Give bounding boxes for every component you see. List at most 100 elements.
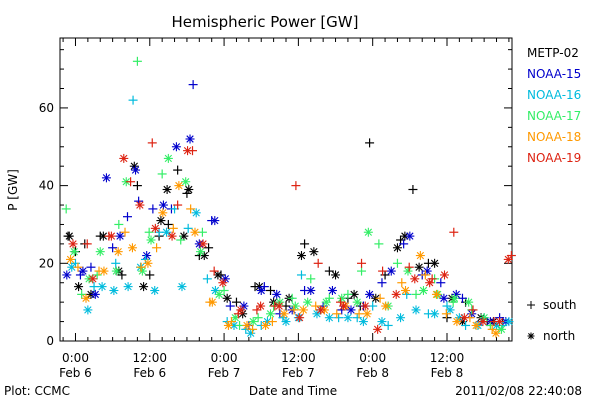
noaa-19-north-point bbox=[459, 313, 469, 323]
noaa-17-north-point bbox=[464, 297, 474, 307]
noaa-15-south-point bbox=[122, 212, 132, 222]
noaa-17-south-point bbox=[411, 289, 421, 299]
noaa-15-north-point bbox=[346, 305, 356, 315]
noaa-15-south-point bbox=[337, 305, 347, 315]
metp-02-north-point bbox=[414, 262, 424, 272]
noaa-19-south-point bbox=[209, 266, 219, 276]
metp-02-north-point bbox=[213, 270, 223, 280]
noaa-18-south-point bbox=[397, 278, 407, 288]
metp-02-north-point bbox=[139, 282, 149, 292]
noaa-19-south-point bbox=[378, 266, 388, 276]
noaa-18-north-point bbox=[190, 227, 200, 237]
noaa-18-north-point bbox=[415, 251, 425, 261]
noaa-18-north-point bbox=[143, 258, 153, 268]
noaa-15-north-point bbox=[115, 231, 125, 241]
noaa-15-south-point bbox=[108, 243, 118, 253]
noaa-18-south-point bbox=[375, 293, 385, 303]
noaa-15-north-point bbox=[405, 231, 415, 241]
legend: METP-02 NOAA-15 NOAA-16 NOAA-17 NOAA-18 NOAA-… bbox=[527, 46, 581, 165]
noaa-16-north-point bbox=[177, 282, 187, 292]
noaa-15-south-point bbox=[148, 204, 158, 214]
x-tick-time: 0:00 bbox=[359, 351, 386, 365]
y-tick-label: 60 bbox=[39, 101, 54, 115]
noaa-18-south-point bbox=[332, 309, 342, 319]
noaa-17-north-point bbox=[496, 324, 506, 334]
noaa-15-north-point bbox=[272, 289, 282, 299]
noaa-19-north-point bbox=[295, 313, 305, 323]
noaa-16-north-point bbox=[396, 313, 406, 323]
noaa-19-north-point bbox=[478, 317, 488, 327]
noaa-18-north-point bbox=[66, 254, 76, 264]
noaa-16-north-point bbox=[83, 305, 93, 315]
noaa-15-north-point bbox=[451, 289, 461, 299]
noaa-15-north-point bbox=[158, 200, 168, 210]
legend-noaa-17: NOAA-17 bbox=[527, 109, 581, 123]
noaa-16-north-point bbox=[246, 328, 256, 338]
legend-noaa-18: NOAA-18 bbox=[527, 130, 581, 144]
noaa-16-north-point bbox=[109, 286, 119, 295]
noaa-18-south-point bbox=[186, 204, 196, 214]
noaa-18-north-point bbox=[298, 305, 308, 315]
metp-02-north-point bbox=[179, 231, 189, 241]
data-points bbox=[61, 56, 516, 338]
x-tick-time: 0:00 bbox=[62, 351, 89, 365]
noaa-17-north-point bbox=[181, 177, 191, 187]
metp-02-north-point bbox=[349, 289, 359, 299]
metp-02-south-point bbox=[380, 270, 390, 280]
noaa-17-south-point bbox=[253, 313, 263, 323]
noaa-16-north-point bbox=[504, 317, 514, 327]
noaa-15-south-point bbox=[377, 278, 387, 288]
y-tick-label: 20 bbox=[39, 256, 54, 270]
noaa-18-south-point bbox=[73, 262, 83, 272]
noaa-15-north-point bbox=[62, 270, 72, 280]
noaa-15-north-point bbox=[386, 266, 396, 276]
noaa-17-north-point bbox=[449, 293, 459, 303]
noaa-15-north-point bbox=[101, 173, 111, 183]
metp-02-north-point bbox=[64, 231, 74, 241]
noaa-18-south-point bbox=[487, 324, 497, 334]
noaa-15-north-point bbox=[78, 266, 88, 276]
noaa-17-north-point bbox=[363, 227, 373, 237]
noaa-15-north-point bbox=[422, 266, 432, 276]
noaa-18-south-point bbox=[136, 262, 146, 272]
metp-02-south-point bbox=[408, 185, 418, 194]
noaa-17-north-point bbox=[266, 309, 276, 319]
noaa-18-south-point bbox=[120, 227, 130, 237]
y-axis-label: P [GW] bbox=[6, 169, 20, 211]
noaa-19-north-point bbox=[360, 301, 370, 311]
noaa-18-south-point bbox=[354, 309, 364, 319]
noaa-19-north-point bbox=[410, 274, 420, 284]
marker-legend-label: north bbox=[543, 329, 575, 343]
x-tick-date: Feb 8 bbox=[431, 366, 464, 380]
noaa-18-south-point bbox=[441, 309, 451, 319]
noaa-19-north-point bbox=[167, 231, 177, 241]
metp-02-south-point bbox=[300, 239, 310, 249]
noaa-19-north-point bbox=[316, 305, 326, 315]
noaa-17-south-point bbox=[92, 270, 102, 280]
marker-legend-south: south bbox=[527, 298, 577, 312]
noaa-17-south-point bbox=[144, 227, 154, 237]
noaa-16-south-point bbox=[89, 282, 99, 292]
noaa-19-south-point bbox=[147, 138, 157, 148]
noaa-17-north-point bbox=[418, 286, 428, 295]
noaa-17-north-point bbox=[214, 289, 224, 299]
noaa-16-south-point bbox=[334, 313, 344, 323]
noaa-18-south-point bbox=[168, 223, 178, 233]
noaa-17-north-point bbox=[146, 235, 156, 245]
noaa-16-north-point bbox=[377, 317, 387, 327]
noaa-15-north-point bbox=[306, 286, 316, 295]
metp-02-north-point bbox=[309, 247, 319, 257]
marker-legend: south north bbox=[527, 298, 577, 343]
noaa-17-south-point bbox=[343, 289, 353, 299]
metp-02-south-point bbox=[182, 188, 192, 198]
noaa-19-north-point bbox=[106, 231, 116, 241]
metp-02-south-point bbox=[145, 270, 155, 280]
noaa-18-north-point bbox=[207, 297, 217, 307]
noaa-19-north-point bbox=[425, 278, 435, 288]
metp-02-north-point bbox=[74, 282, 84, 292]
noaa-18-south-point bbox=[267, 317, 277, 327]
metp-02-south-point bbox=[173, 165, 183, 175]
noaa-19-north-point bbox=[135, 200, 145, 210]
noaa-18-north-point bbox=[401, 286, 411, 295]
